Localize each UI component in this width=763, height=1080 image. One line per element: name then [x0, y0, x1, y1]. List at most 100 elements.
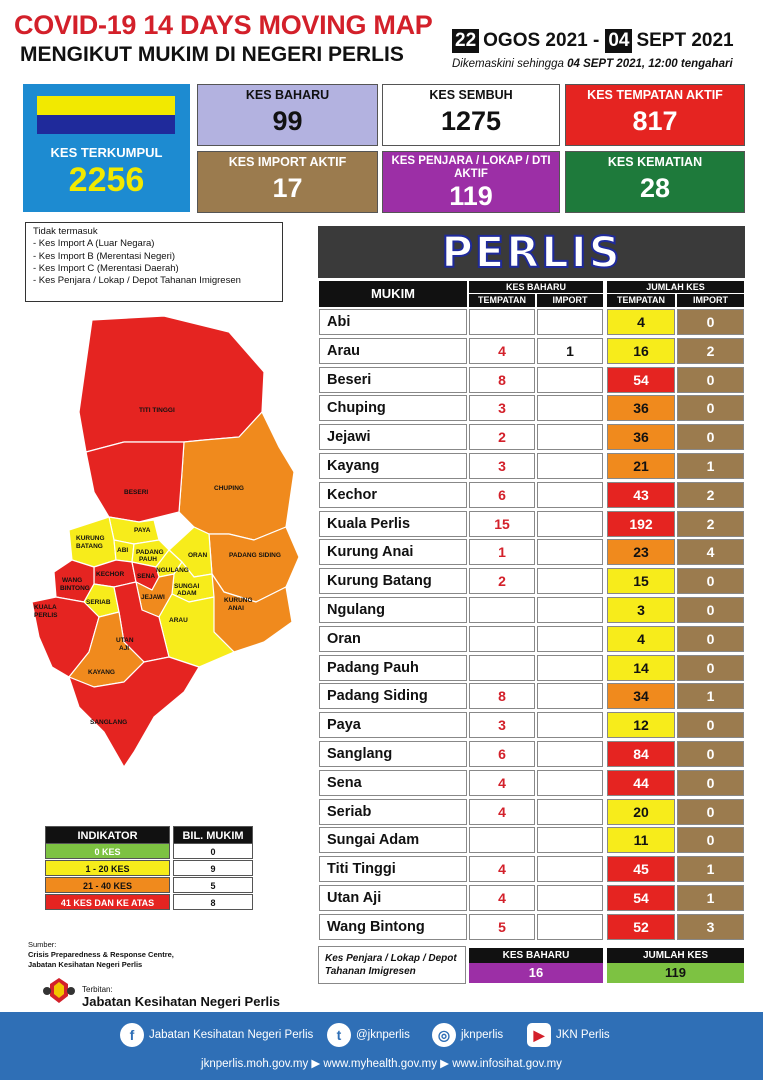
total-import-cases: 0 [677, 568, 744, 594]
mukim-name: Oran [319, 626, 467, 652]
total-import-cases: 2 [677, 338, 744, 364]
deaths-label: KES KEMATIAN [607, 155, 703, 169]
indicator-row: 41 KES DAN KE ATAS 8 [45, 894, 255, 910]
deaths-box: KES KEMATIAN 28 [565, 151, 745, 213]
total-local-cases: 20 [607, 799, 675, 825]
youtube-link[interactable]: ▶ JKN Perlis [527, 1023, 610, 1047]
state-name: PERLIS [440, 227, 622, 279]
mukim-name: Beseri [319, 367, 467, 393]
prison-active-value: 119 [449, 181, 493, 211]
map-label-titi-tinggi: TITI TINGGI [139, 407, 175, 414]
total-local-cases: 192 [607, 511, 675, 537]
indicator-count: 8 [173, 894, 253, 910]
total-local-cases: 44 [607, 770, 675, 796]
total-import-cases: 0 [677, 626, 744, 652]
new-local-cases: 4 [469, 770, 535, 796]
indicator-count: 9 [173, 860, 253, 876]
map-label-kuala-perlis-2: PERLIS [34, 612, 58, 619]
total-local-cases: 4 [607, 626, 675, 652]
new-local-cases: 2 [469, 424, 535, 450]
mukim-name: Padang Siding [319, 683, 467, 709]
map-label-abi: ABI [117, 547, 128, 554]
mukim-name: Titi Tinggi [319, 856, 467, 882]
mukim-name: Kuala Perlis [319, 511, 467, 537]
total-local-cases: 54 [607, 885, 675, 911]
import-active-box: KES IMPORT AKTIF 17 [197, 151, 378, 213]
total-local-cases: 11 [607, 827, 675, 853]
notes-item: - Kes Import A (Luar Negara) [33, 238, 155, 250]
facebook-link[interactable]: f Jabatan Kesihatan Negeri Perlis [120, 1023, 313, 1047]
new-local-cases: 6 [469, 741, 535, 767]
date-end-day: 04 [605, 29, 633, 53]
mukim-count-header: BIL. MUKIM [173, 826, 253, 844]
total-import-cases: 1 [677, 453, 744, 479]
new-import-cases [537, 395, 603, 421]
new-local-cases: 4 [469, 799, 535, 825]
total-import-cases: 0 [677, 367, 744, 393]
map-label-sanglang: SANGLANG [90, 719, 127, 726]
page-subtitle: MENGIKUT MUKIM DI NEGERI PERLIS [20, 43, 404, 66]
total-local-cases: 15 [607, 568, 675, 594]
sub-tempatan-header: TEMPATAN [469, 294, 535, 307]
new-import-cases [537, 626, 603, 652]
total-import-cases: 4 [677, 539, 744, 565]
instagram-link[interactable]: ◎ jknperlis [432, 1023, 503, 1047]
new-local-cases: 6 [469, 482, 535, 508]
new-import-cases [537, 827, 603, 853]
publisher-name: Jabatan Kesihatan Negeri Perlis [82, 994, 280, 1009]
new-import-cases [537, 799, 603, 825]
footer: f Jabatan Kesihatan Negeri Perlis t @jkn… [0, 1012, 763, 1080]
total-import-cases: 1 [677, 885, 744, 911]
map-label-sungai-adam-2: ADAM [177, 590, 197, 597]
new-local-cases: 4 [469, 885, 535, 911]
mukim-name: Jejawi [319, 424, 467, 450]
total-local-cases: 16 [607, 338, 675, 364]
map-label-padang-pauh-2: PAUH [139, 556, 157, 563]
new-import-cases [537, 885, 603, 911]
map-label-kurung-anai-1: KURUNG [224, 597, 253, 604]
twitter-link[interactable]: t @jknperlis [327, 1023, 410, 1047]
updated-note: Dikemaskini sehingga 04 SEPT 2021, 12:00… [452, 58, 733, 70]
notes-heading: Tidak termasuk [33, 226, 98, 237]
region-kurung-batang [68, 516, 117, 568]
twitter-icon: t [327, 1023, 351, 1047]
mukim-name: Paya [319, 712, 467, 738]
youtube-label: JKN Perlis [556, 1029, 610, 1041]
col-mukim-header: MUKIM [319, 281, 467, 307]
local-active-value: 817 [632, 106, 678, 136]
exclusion-notes: Tidak termasuk - Kes Import A (Luar Nega… [25, 222, 283, 302]
total-local-cases: 36 [607, 395, 675, 421]
group-baharu-header: KES BAHARU [469, 281, 603, 293]
total-import-cases: 2 [677, 482, 744, 508]
prison-cases-label: Kes Penjara / Lokap / Depot Tahanan Imig… [318, 946, 466, 984]
new-import-cases [537, 597, 603, 623]
prison-active-box: KES PENJARA / LOKAP / DTI AKTIF 119 [382, 151, 560, 213]
new-local-cases: 8 [469, 683, 535, 709]
total-local-cases: 54 [607, 367, 675, 393]
new-local-cases: 1 [469, 539, 535, 565]
total-import-cases: 1 [677, 683, 744, 709]
date-range: 22 OGOS 2021 - 04 SEPT 2021 [452, 29, 734, 53]
source-line: Crisis Preparedness & Response Centre, [28, 950, 174, 959]
recovered-value: 1275 [440, 106, 502, 136]
new-import-cases [537, 309, 603, 335]
indicator-label: 0 KES [45, 843, 170, 859]
new-local-cases: 5 [469, 914, 535, 940]
new-import-cases [537, 568, 603, 594]
publisher-label: Terbitan: [82, 985, 113, 994]
instagram-icon: ◎ [432, 1023, 456, 1047]
source-label: Sumber: [28, 940, 57, 949]
mukim-name: Kayang [319, 453, 467, 479]
map-label-paya: PAYA [134, 527, 151, 534]
new-local-cases [469, 655, 535, 681]
new-local-cases: 4 [469, 856, 535, 882]
total-import-cases: 0 [677, 395, 744, 421]
import-active-label: KES IMPORT AKTIF [228, 155, 347, 169]
total-local-cases: 21 [607, 453, 675, 479]
local-active-label: KES TEMPATAN AKTIF [587, 88, 723, 102]
total-local-cases: 3 [607, 597, 675, 623]
total-local-cases: 45 [607, 856, 675, 882]
new-local-cases: 2 [469, 568, 535, 594]
footer-links[interactable]: jknperlis.moh.gov.my ▶ www.myhealth.gov.… [201, 1058, 562, 1070]
prison-new-header: KES BAHARU [469, 948, 603, 963]
